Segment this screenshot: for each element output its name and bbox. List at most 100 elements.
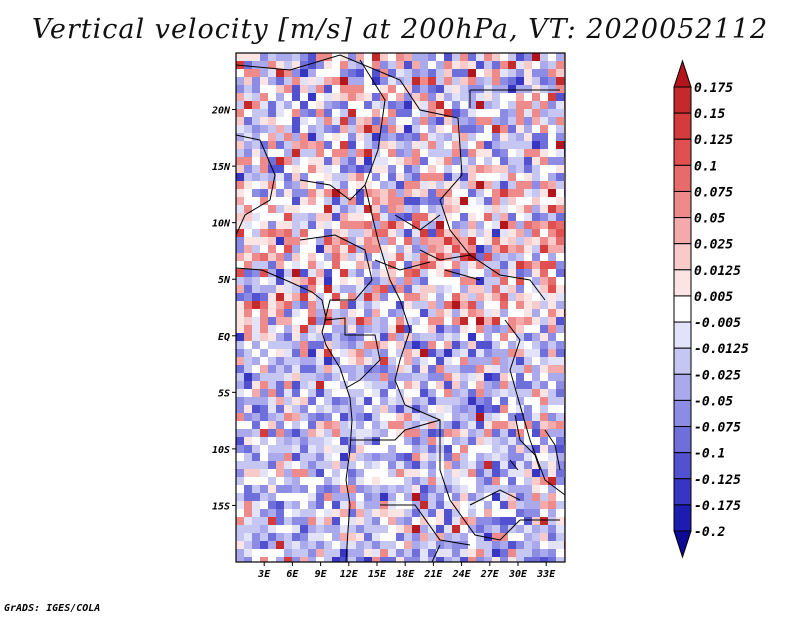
field-cell (236, 173, 245, 182)
field-cell (356, 125, 365, 134)
field-cell (420, 525, 429, 534)
map-frame (235, 52, 566, 563)
field-cell (236, 293, 245, 302)
field-cell (548, 189, 557, 198)
field-cell (364, 509, 373, 518)
field-cell (452, 365, 461, 374)
field-cell (348, 501, 357, 510)
field-cell (436, 493, 445, 502)
field-cell (396, 253, 405, 262)
field-cell (356, 93, 365, 102)
field-cell (540, 373, 549, 382)
field-cell (340, 101, 349, 110)
field-cell (364, 437, 373, 446)
field-cell (244, 221, 253, 230)
field-cell (308, 213, 317, 222)
field-cell (404, 109, 413, 118)
field-cell (444, 101, 453, 110)
field-cell (308, 549, 317, 558)
field-cell (556, 189, 565, 198)
field-cell (316, 461, 325, 470)
field-cell (316, 253, 325, 262)
field-cell (436, 229, 445, 238)
field-cell (340, 93, 349, 102)
field-cell (308, 429, 317, 438)
field-cell (348, 397, 357, 406)
field-cell (556, 173, 565, 182)
field-cell (372, 141, 381, 150)
field-cell (372, 365, 381, 374)
field-cell (348, 357, 357, 366)
field-cell (460, 477, 469, 486)
field-cell (300, 437, 309, 446)
field-cell (452, 525, 461, 534)
field-cell (396, 381, 405, 390)
field-cell (540, 229, 549, 238)
field-cell (276, 437, 285, 446)
field-cell (292, 365, 301, 374)
field-cell (268, 365, 277, 374)
field-cell (260, 493, 269, 502)
field-cell (508, 261, 517, 270)
field-cell (260, 293, 269, 302)
field-cell (252, 349, 261, 358)
field-cell (276, 493, 285, 502)
field-cell (516, 469, 525, 478)
field-cell (364, 133, 373, 142)
field-cell (484, 373, 493, 382)
field-cell (492, 245, 501, 254)
field-cell (436, 69, 445, 78)
field-cell (540, 349, 549, 358)
field-cell (300, 189, 309, 198)
field-cell (436, 117, 445, 126)
field-cell (476, 541, 485, 550)
field-cell (236, 301, 245, 310)
field-cell (436, 301, 445, 310)
field-cell (292, 229, 301, 238)
field-cell (388, 77, 397, 86)
field-cell (548, 413, 557, 422)
field-cell (292, 141, 301, 150)
field-cell (388, 261, 397, 270)
field-cell (420, 197, 429, 206)
field-cell (436, 101, 445, 110)
field-cell (308, 453, 317, 462)
field-cell (236, 477, 245, 486)
field-cell (348, 421, 357, 430)
field-cell (404, 253, 413, 262)
field-cell (364, 461, 373, 470)
field-cell (548, 197, 557, 206)
field-cell (524, 141, 533, 150)
field-cell (332, 533, 341, 542)
field-cell (428, 381, 437, 390)
field-cell (436, 341, 445, 350)
field-cell (276, 253, 285, 262)
field-cell (524, 93, 533, 102)
field-cell (260, 93, 269, 102)
field-cell (516, 77, 525, 86)
field-cell (260, 309, 269, 318)
field-cell (412, 357, 421, 366)
field-cell (396, 493, 405, 502)
field-cell (460, 437, 469, 446)
field-cell (364, 141, 373, 150)
field-cell (516, 485, 525, 494)
border-west (236, 134, 276, 236)
field-cell (492, 197, 501, 206)
field-cell (516, 509, 525, 518)
field-cell (404, 405, 413, 414)
field-cell (236, 429, 245, 438)
field-cell (524, 421, 533, 430)
field-cell (340, 277, 349, 286)
field-cell (476, 213, 485, 222)
field-cell (404, 237, 413, 246)
coastline (236, 267, 353, 562)
field-cell (532, 229, 541, 238)
field-cell (356, 445, 365, 454)
field-cell (372, 181, 381, 190)
field-cell (396, 357, 405, 366)
field-cell (492, 53, 501, 62)
field-cell (420, 533, 429, 542)
field-cell (428, 197, 437, 206)
field-cell (476, 517, 485, 526)
